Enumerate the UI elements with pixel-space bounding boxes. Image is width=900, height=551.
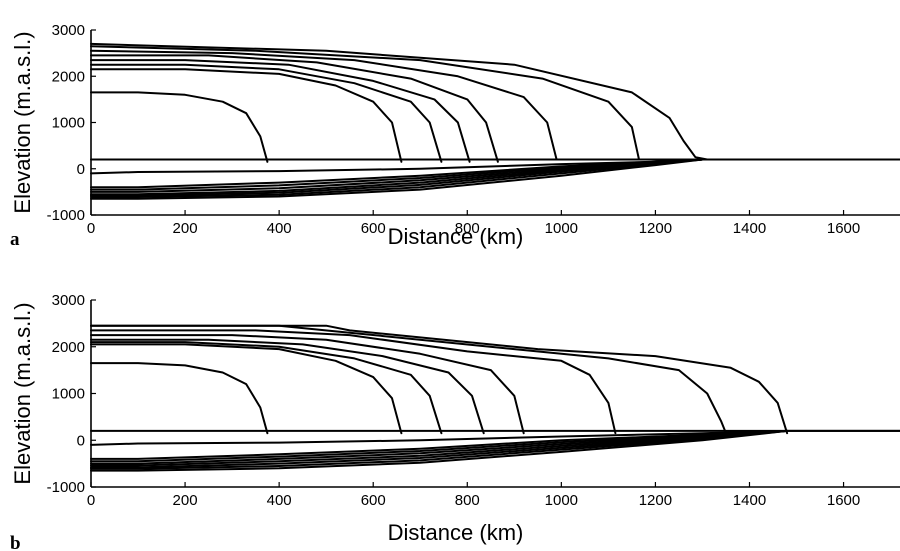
y-tick-label: 0 <box>77 161 85 178</box>
profile-line <box>90 343 403 435</box>
profile-line <box>90 158 704 200</box>
panel-label: b <box>10 533 21 551</box>
y-tick-label: 3000 <box>52 22 85 39</box>
y-tick-label: 2000 <box>52 68 85 85</box>
panel-a: 0 200 400 600 800 1000 1200 1400 1600-1000010002… <box>10 22 900 250</box>
y-axis-title: Elevation (m.a.s.l.) <box>10 302 35 484</box>
profile-line <box>90 324 727 435</box>
profile-line <box>90 59 471 163</box>
x-tick-label: 1600 <box>827 220 860 237</box>
profile-line <box>90 429 900 446</box>
x-tick-label: 1400 <box>733 220 766 237</box>
x-tick-label: 0 <box>87 220 95 237</box>
x-tick-label: 1000 <box>545 492 578 509</box>
x-tick-label: 1200 <box>639 220 672 237</box>
profile-line <box>90 334 525 435</box>
x-axis-title: Distance (km) <box>388 224 524 249</box>
y-axis-title: Elevation (m.a.s.l.) <box>10 31 35 213</box>
profile-line <box>90 324 789 435</box>
profile-line <box>90 49 558 161</box>
profile-line <box>90 68 403 163</box>
profile-line <box>90 341 443 435</box>
profile-line <box>90 429 789 472</box>
profile-line <box>90 45 640 161</box>
x-tick-label: 400 <box>267 220 292 237</box>
profile-line <box>90 63 443 163</box>
x-tick-label: 1600 <box>827 492 860 509</box>
panel-b: 0 200 400 600 800 1000 1200 1400 1600-1000010002… <box>10 292 900 551</box>
x-tick-label: 400 <box>267 492 292 509</box>
profile-line <box>90 42 709 161</box>
x-tick-label: 800 <box>455 220 480 237</box>
x-tick-label: 600 <box>361 220 386 237</box>
profile-line <box>90 329 617 435</box>
x-tick-label: 800 <box>455 492 480 509</box>
x-tick-label: 600 <box>361 492 386 509</box>
y-tick-label: 1000 <box>52 115 85 132</box>
profile-line <box>90 54 499 163</box>
x-tick-label: 1000 <box>545 220 578 237</box>
y-tick-label: -1000 <box>47 479 85 496</box>
y-tick-label: 2000 <box>52 339 85 356</box>
panel-label: a <box>10 229 20 250</box>
profile-line <box>90 338 485 435</box>
x-tick-label: 1400 <box>733 492 766 509</box>
x-tick-label: 1200 <box>639 492 672 509</box>
y-tick-label: 0 <box>77 432 85 449</box>
profile-line <box>90 362 269 435</box>
y-tick-label: -1000 <box>47 207 85 224</box>
y-tick-label: 1000 <box>52 386 85 403</box>
x-axis-title: Distance (km) <box>388 520 524 545</box>
x-tick-label: 200 <box>173 492 198 509</box>
x-tick-label: 0 <box>87 492 95 509</box>
y-tick-label: 3000 <box>52 292 85 309</box>
profile-line <box>90 91 269 163</box>
x-tick-label: 200 <box>173 220 198 237</box>
